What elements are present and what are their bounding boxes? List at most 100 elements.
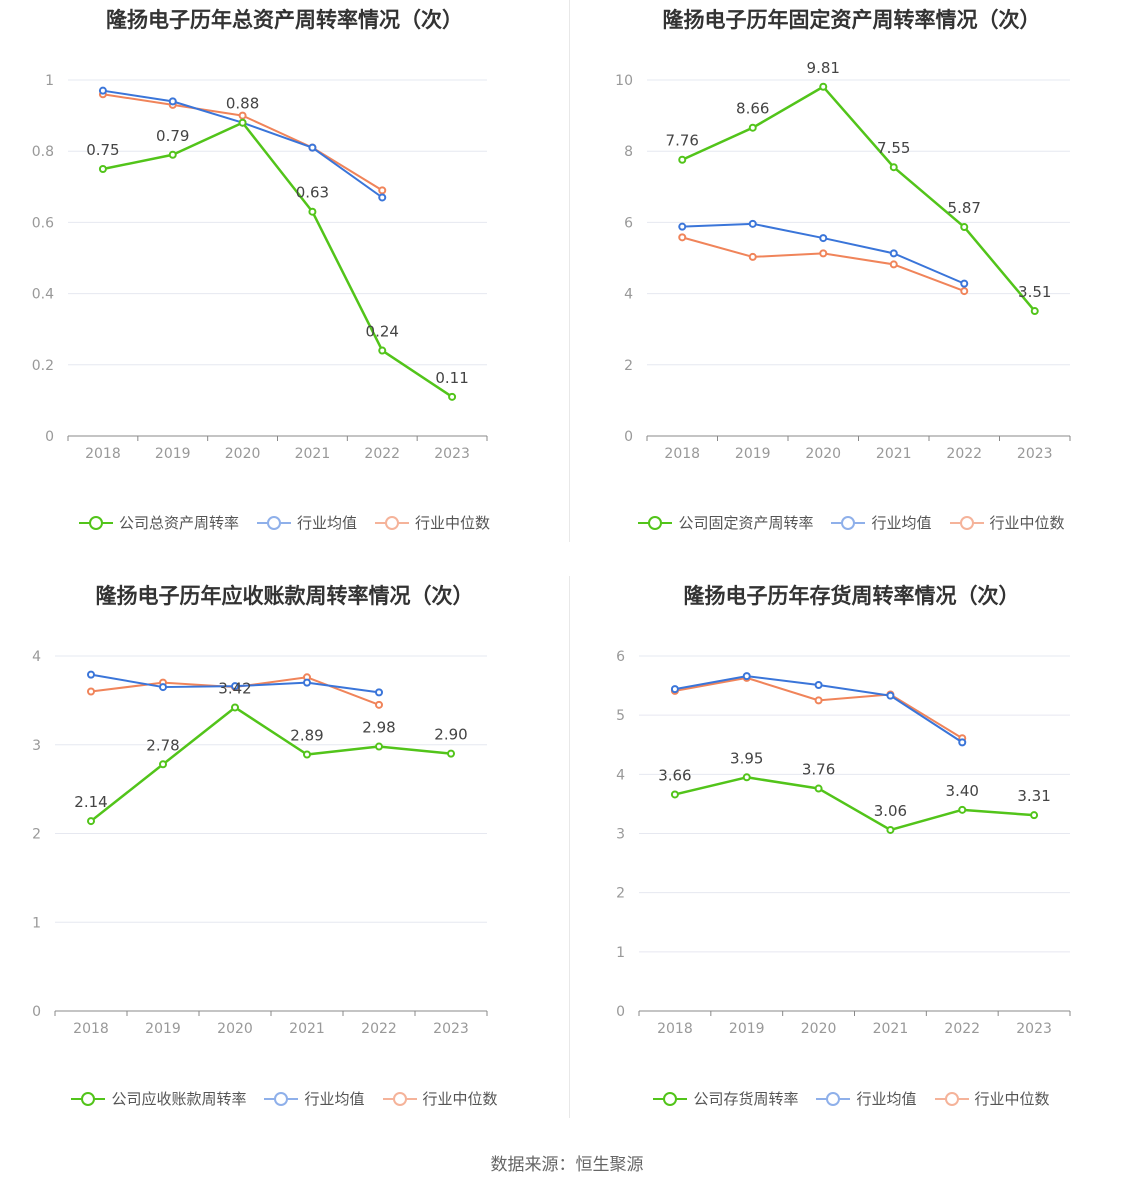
x-tick-label: 2018	[73, 1021, 109, 1037]
data-point-company	[159, 760, 167, 769]
y-tick-label: 1	[45, 73, 54, 89]
y-tick-label: 1	[32, 915, 41, 931]
legend-company-icon	[71, 1091, 106, 1106]
y-tick-label: 4	[616, 767, 625, 783]
chart-panel-fixed-asset-turnover: 隆扬电子历年固定资产周转率情况（次） 0 2 4 6 8 10 2018 2019 2020 20…	[569, 0, 1134, 560]
legend: 公司总资产周转率 行业均值 行业中位数	[0, 512, 569, 533]
legend-label: 公司固定资产周转率	[678, 514, 814, 532]
data-label: 3.76	[802, 761, 835, 779]
data-point-company	[378, 346, 387, 355]
x-tick-label: 2022	[361, 1021, 397, 1037]
legend-company-icon	[78, 515, 113, 530]
legend-item-median[interactable]: 行业中位数	[382, 1088, 498, 1109]
legend-item-company[interactable]: 公司总资产周转率	[78, 512, 239, 533]
x-tick-label: 2022	[364, 446, 400, 462]
data-point-company	[447, 749, 455, 758]
data-point-company	[670, 790, 679, 799]
legend-label: 行业中位数	[989, 514, 1065, 532]
x-tick-label: 2021	[289, 1021, 325, 1037]
legend-label: 行业中位数	[415, 514, 491, 532]
legend-median-icon	[382, 1091, 417, 1106]
data-label: 3.51	[1018, 283, 1051, 301]
y-tick-label: 3	[616, 827, 625, 843]
series-line-company	[90, 706, 452, 823]
data-point-company	[960, 223, 969, 232]
legend-avg-icon	[256, 515, 291, 530]
legend-item-median[interactable]: 行业中位数	[934, 1088, 1050, 1109]
x-tick-label: 2023	[1016, 1021, 1052, 1037]
legend-avg-icon	[264, 1091, 299, 1106]
data-point-median	[678, 233, 687, 242]
y-tick-label: 3	[32, 738, 41, 754]
data-point-avg	[87, 670, 95, 679]
data-point-avg	[308, 143, 317, 152]
y-tick-label: 2	[32, 827, 41, 843]
data-label: 0.88	[226, 95, 259, 113]
x-tick-label: 2019	[155, 446, 191, 462]
data-point-company	[231, 703, 239, 712]
data-point-company	[238, 118, 247, 127]
legend-label: 行业均值	[304, 1090, 365, 1108]
y-tick-label: 0.4	[32, 287, 54, 303]
legend-label: 行业中位数	[974, 1090, 1050, 1108]
series-line-company	[681, 85, 1036, 312]
data-label: 3.40	[946, 782, 979, 800]
series-line-median	[681, 236, 965, 293]
legend-item-median[interactable]: 行业中位数	[949, 512, 1065, 533]
legend-item-avg[interactable]: 行业均值	[816, 1088, 917, 1109]
data-point-avg	[168, 97, 177, 106]
x-tick-label: 2018	[85, 446, 121, 462]
data-point-company	[375, 742, 383, 751]
data-label: 0.24	[366, 323, 399, 341]
legend-label: 行业均值	[296, 514, 357, 532]
data-label: 2.89	[290, 727, 323, 745]
y-tick-label: 0	[32, 1004, 41, 1020]
data-point-company	[308, 207, 317, 216]
legend-median-icon	[949, 515, 984, 530]
x-tick-label: 2019	[729, 1021, 765, 1037]
data-point-avg	[742, 672, 751, 681]
y-tick-label: 6	[616, 649, 625, 665]
x-tick-label: 2020	[805, 446, 841, 462]
data-label: 3.31	[1017, 787, 1050, 805]
legend-median-icon	[934, 1091, 969, 1106]
legend-item-company[interactable]: 公司固定资产周转率	[638, 512, 813, 533]
legend-avg-icon	[831, 515, 866, 530]
data-point-company	[98, 165, 107, 173]
y-tick-label: 0.8	[32, 144, 54, 160]
data-label: 3.06	[874, 802, 907, 820]
legend-label: 公司存货周转率	[693, 1090, 799, 1108]
data-point-company	[87, 817, 95, 826]
data-point-avg	[378, 193, 387, 202]
data-point-median	[375, 700, 383, 709]
y-tick-label: 1	[616, 945, 625, 961]
y-tick-label: 0.6	[32, 215, 54, 231]
legend-item-company[interactable]: 公司应收账款周转率	[71, 1088, 246, 1109]
x-tick-label: 2022	[944, 1021, 980, 1037]
legend-label: 行业均值	[856, 1090, 917, 1108]
legend-item-avg[interactable]: 行业均值	[264, 1088, 365, 1109]
data-point-avg	[960, 279, 969, 288]
x-tick-label: 2020	[217, 1021, 253, 1037]
legend: 公司存货周转率 行业均值 行业中位数	[569, 1088, 1134, 1109]
y-tick-label: 0	[624, 429, 633, 445]
y-tick-label: 6	[624, 215, 633, 231]
line-chart: 0 0.2 0.4 0.6 0.8 1 2018 2019 2020 2021 2022 2023 0.…	[32, 73, 488, 462]
legend: 公司应收账款周转率 行业均值 行业中位数	[0, 1088, 569, 1109]
chart-panel-inventory-turnover: 隆扬电子历年存货周转率情况（次） 0 1 2 3 4 5 6 2018 2019 2020 2021…	[569, 576, 1134, 1136]
legend-label: 公司应收账款周转率	[111, 1090, 247, 1108]
legend-item-avg[interactable]: 行业均值	[256, 512, 357, 533]
y-tick-label: 0	[616, 1004, 625, 1020]
panel-divider	[569, 0, 570, 542]
legend-item-company[interactable]: 公司存货周转率	[653, 1088, 798, 1109]
legend-item-avg[interactable]: 行业均值	[831, 512, 932, 533]
data-label: 3.95	[730, 749, 763, 767]
legend-item-median[interactable]: 行业中位数	[375, 512, 490, 533]
x-tick-label: 2018	[657, 1021, 693, 1037]
data-point-company	[814, 784, 823, 793]
data-point-avg	[670, 685, 679, 694]
data-point-avg	[231, 682, 239, 691]
data-point-company	[748, 123, 757, 132]
legend-median-icon	[375, 515, 409, 530]
data-label: 8.66	[736, 100, 769, 118]
